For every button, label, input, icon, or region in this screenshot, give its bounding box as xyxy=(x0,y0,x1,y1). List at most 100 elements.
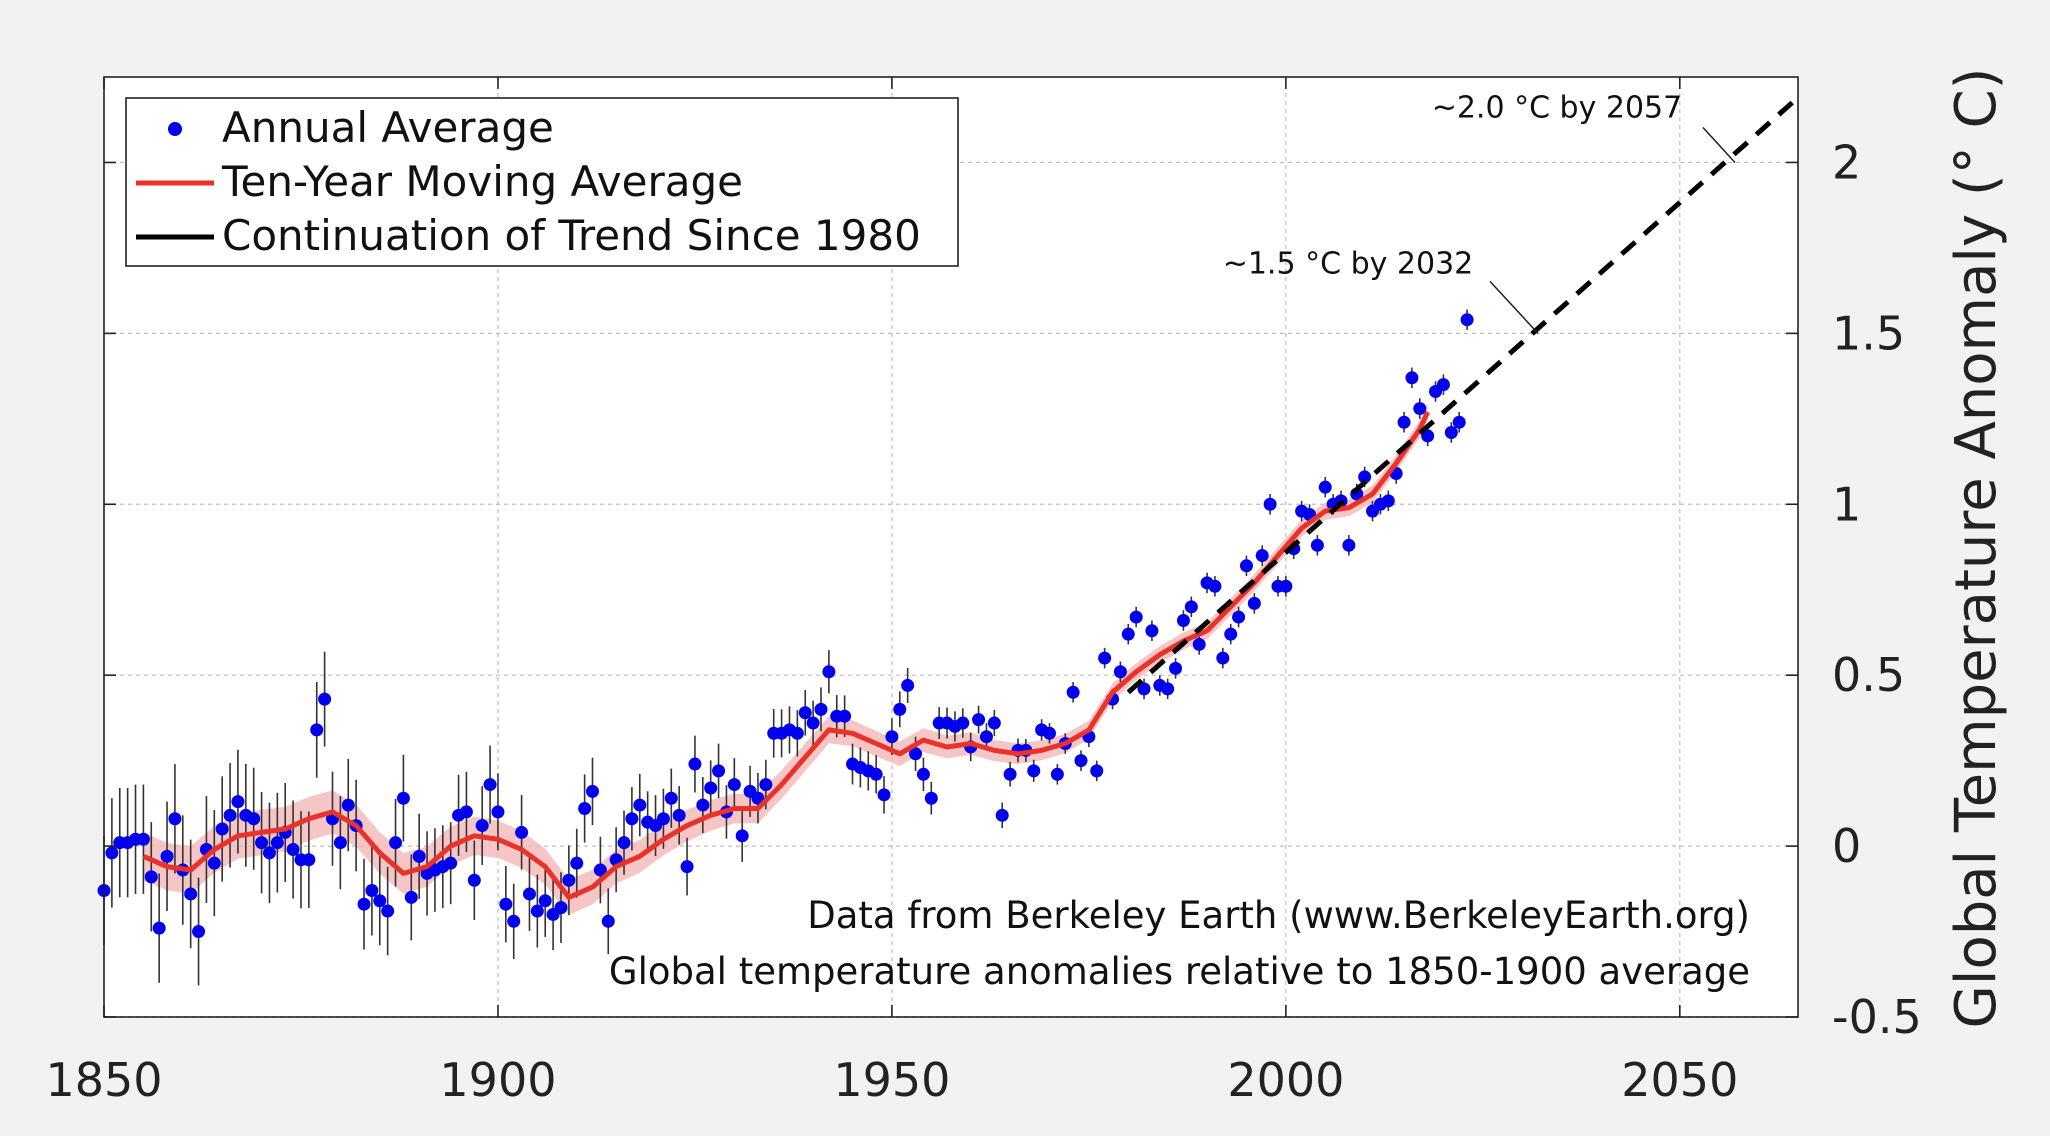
annual-point xyxy=(1405,371,1419,385)
y-tick-label: 0 xyxy=(1832,819,1861,873)
annual-point xyxy=(160,849,174,863)
x-axis: 1850 1900 1950 2000 2050 xyxy=(45,77,1738,1107)
annual-point xyxy=(507,914,521,928)
annual-point xyxy=(389,836,403,850)
annual-point xyxy=(1247,596,1261,610)
annual-point xyxy=(1137,682,1151,696)
annual-point xyxy=(1145,624,1159,638)
annual-point xyxy=(1098,651,1112,665)
annual-point xyxy=(215,822,229,836)
annual-point xyxy=(901,678,915,692)
annual-point xyxy=(1042,726,1056,740)
annual-point xyxy=(262,846,276,860)
legend-marker-annual xyxy=(168,122,182,136)
annual-point xyxy=(1027,764,1041,778)
annotation-1p5: ~1.5 °C by 2032 xyxy=(1223,246,1474,281)
y-tick-label: 2 xyxy=(1832,135,1861,189)
annual-point xyxy=(538,894,552,908)
annotation-leader-2p0 xyxy=(1702,126,1736,163)
annual-point xyxy=(672,808,686,822)
annual-point xyxy=(223,808,237,822)
annual-point xyxy=(1066,685,1080,699)
annual-point xyxy=(1169,661,1183,675)
annual-point xyxy=(735,829,749,843)
x-tick-label: 2000 xyxy=(1227,1053,1344,1107)
annual-point xyxy=(554,901,568,915)
annotations: ~1.5 °C by 2032 ~2.0 °C by 2057 xyxy=(1223,90,1736,334)
y-tick-label: 1.5 xyxy=(1832,306,1905,360)
annual-point xyxy=(712,764,726,778)
annual-point xyxy=(302,853,316,867)
annual-point xyxy=(972,713,986,727)
x-tick-label: 1900 xyxy=(439,1053,556,1107)
annual-point xyxy=(869,767,883,781)
annual-point xyxy=(318,692,332,706)
annual-point xyxy=(1184,600,1198,614)
annual-point xyxy=(1342,538,1356,552)
annual-point xyxy=(231,795,245,809)
annual-point xyxy=(255,836,269,850)
annual-point xyxy=(806,716,820,730)
annual-point xyxy=(1413,402,1427,416)
annual-point xyxy=(877,788,891,802)
annual-point xyxy=(1208,579,1222,593)
annual-point xyxy=(1161,682,1175,696)
annual-point xyxy=(207,856,221,870)
x-tick-label: 1850 xyxy=(45,1053,162,1107)
annual-point xyxy=(995,808,1009,822)
annual-point xyxy=(1176,613,1190,627)
annual-point xyxy=(341,798,355,812)
annual-point xyxy=(979,730,993,744)
annual-point xyxy=(184,887,198,901)
annual-point xyxy=(192,925,206,939)
annual-point xyxy=(333,836,347,850)
annual-point xyxy=(570,856,584,870)
annual-point xyxy=(404,890,418,904)
y-axis: -0.5 0 0.5 1 1.5 2 xyxy=(104,135,1922,1044)
annual-point xyxy=(956,716,970,730)
annual-point xyxy=(310,723,324,737)
annual-point xyxy=(499,897,513,911)
annual-point xyxy=(247,812,261,826)
annual-point xyxy=(1003,767,1017,781)
annual-point xyxy=(790,726,804,740)
legend-box xyxy=(125,97,959,267)
annual-point xyxy=(1224,627,1238,641)
annual-point xyxy=(365,884,379,898)
annual-point xyxy=(491,805,505,819)
annotation-leader-1p5 xyxy=(1489,280,1539,334)
source-note: Data from Berkeley Earth (www.BerkeleyEa… xyxy=(807,894,1750,937)
annual-point xyxy=(1050,767,1064,781)
annual-point xyxy=(1279,579,1293,593)
x-tick-label: 2050 xyxy=(1621,1053,1738,1107)
annual-point xyxy=(522,887,536,901)
annual-point xyxy=(483,778,497,792)
annual-point xyxy=(680,860,694,874)
annual-point xyxy=(1460,313,1474,327)
annual-point xyxy=(656,812,670,826)
annual-point xyxy=(838,709,852,723)
annual-point xyxy=(822,665,836,679)
annual-point xyxy=(105,846,119,860)
y-tick-label: -0.5 xyxy=(1832,990,1922,1044)
baseline-note: Global temperature anomalies relative to… xyxy=(609,950,1750,993)
annual-point xyxy=(1436,378,1450,392)
moving-average-line xyxy=(142,410,1430,900)
annotation-2p0: ~2.0 °C by 2057 xyxy=(1432,90,1683,125)
legend-label-trend: Continuation of Trend Since 1980 xyxy=(222,211,921,260)
annual-point xyxy=(1263,497,1277,511)
annual-point xyxy=(1216,651,1230,665)
annual-point xyxy=(467,873,481,887)
annual-point xyxy=(696,798,710,812)
annual-point xyxy=(664,791,678,805)
annual-point xyxy=(152,921,166,935)
annual-point xyxy=(916,767,930,781)
annual-point xyxy=(1310,538,1324,552)
annual-point xyxy=(475,819,489,833)
annual-point xyxy=(396,791,410,805)
annual-point xyxy=(578,801,592,815)
annual-point xyxy=(1397,415,1411,429)
annual-point xyxy=(1444,425,1458,439)
annual-point xyxy=(412,849,426,863)
